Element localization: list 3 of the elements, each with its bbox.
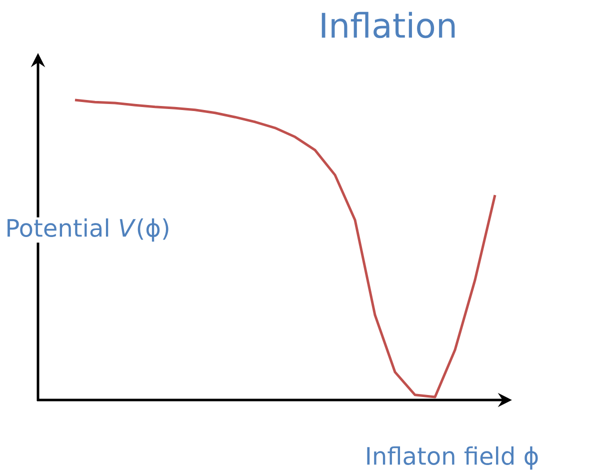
chart-title: Inflation xyxy=(322,12,455,38)
x-axis-title: Inflaton field ϕ xyxy=(367,446,538,470)
y-axis-title: Potential V(ϕ) xyxy=(8,218,168,242)
